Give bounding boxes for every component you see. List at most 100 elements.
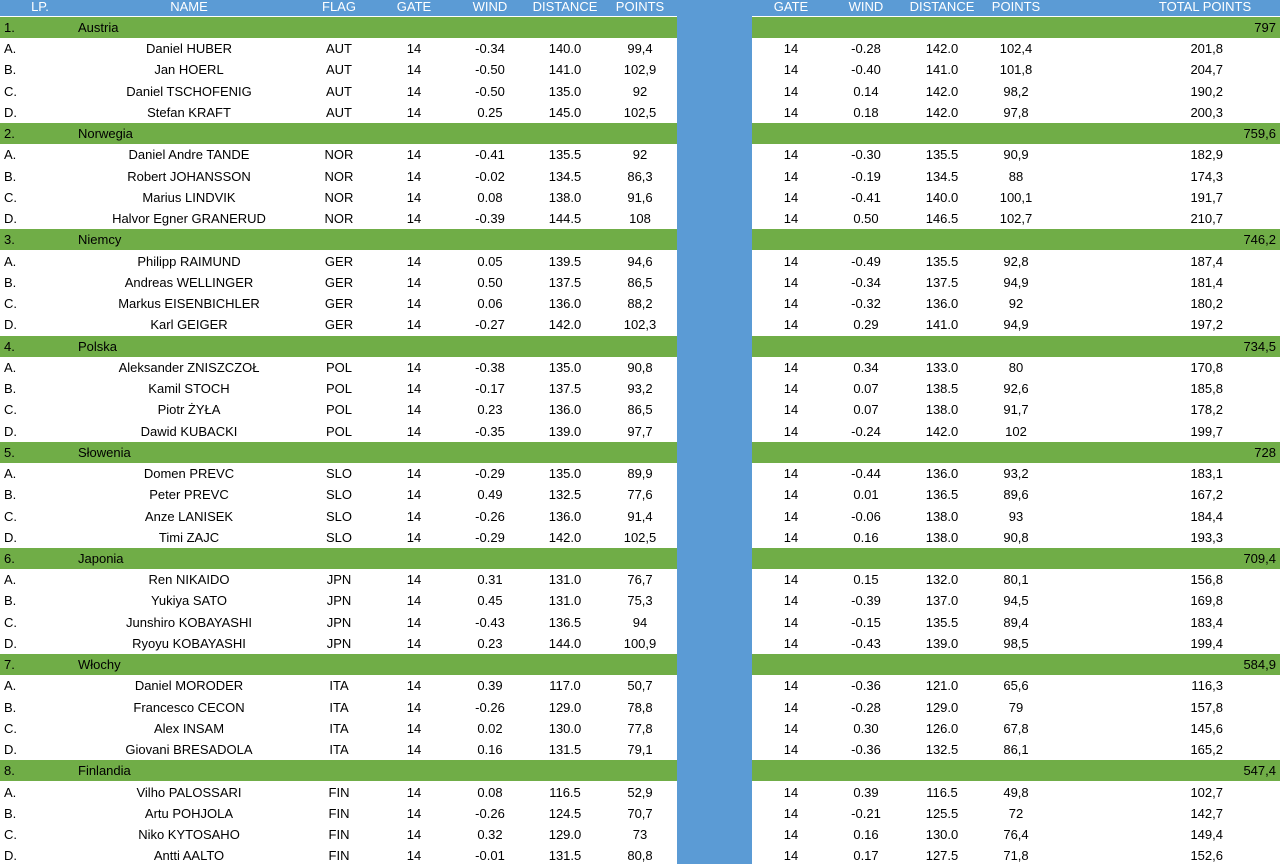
jumper-row[interactable]: C. Piotr ŻYŁA POL 14 0.23 136.0 86,5 14 0.07 138.…: [0, 399, 1280, 420]
team-name: Włochy: [78, 657, 121, 673]
jumper-wind-round2: 0.07: [853, 402, 879, 418]
team-row[interactable]: 4. Polska 734,5: [0, 335, 1280, 357]
jumper-name: Alex INSAM: [153, 720, 225, 736]
jumper-gate-round2: 14: [783, 678, 799, 694]
header-points-round2[interactable]: POINTS: [991, 0, 1041, 14]
jumper-wind-round2: 0.29: [853, 317, 879, 333]
jumper-gate-round2: 14: [783, 189, 799, 205]
jumper-points: 79,1: [627, 742, 653, 758]
jumper-distance: 138.0: [548, 189, 582, 205]
jumper-wind-round2: -0.24: [851, 423, 881, 439]
jumper-row[interactable]: A. Daniel MORODER ITA 14 0.39 117.0 50,7 14 -0.3…: [0, 675, 1280, 696]
team-total: 746,2: [1243, 232, 1276, 248]
team-row[interactable]: 7. Włochy 584,9: [0, 654, 1280, 676]
team-row[interactable]: 8. Finlandia 547,4: [0, 760, 1280, 782]
jumper-name: Daniel MORODER: [134, 678, 244, 694]
jumper-row[interactable]: B. Francesco CECON ITA 14 -0.26 129.0 78,8 14 -0…: [0, 697, 1280, 718]
team-row[interactable]: 2. Norwegia 759,6: [0, 123, 1280, 145]
jumper-row[interactable]: B. Peter PREVC SLO 14 0.49 132.5 77,6 14 0.01 136…: [0, 484, 1280, 505]
jumper-flag: POL: [325, 381, 352, 397]
jumper-row[interactable]: D. Timi ZAJC SLO 14 -0.29 142.0 102,5 14 0.16 138…: [0, 527, 1280, 548]
jumper-distance: 135.5: [548, 147, 582, 163]
jumper-wind: 0.05: [477, 253, 503, 269]
header-name[interactable]: NAME: [170, 0, 208, 14]
jumper-row[interactable]: D. Giovani BRESADOLA ITA 14 0.16 131.5 79,1 14 -…: [0, 739, 1280, 760]
team-row[interactable]: 3. Niemcy 746,2: [0, 229, 1280, 251]
jumper-wind: -0.29: [475, 466, 505, 482]
header-flag[interactable]: FLAG: [322, 0, 356, 14]
team-row[interactable]: 1. Austria 797: [0, 17, 1280, 38]
jumper-row[interactable]: B. Robert JOHANSSON NOR 14 -0.02 134.5 86,3 14 -…: [0, 166, 1280, 187]
jumper-points-round2: 94,5: [1003, 593, 1029, 609]
jumper-row[interactable]: A. Aleksander ZNISZCZOŁ POL 14 -0.38 135.0 90,…: [0, 357, 1280, 378]
jumper-row[interactable]: A. Daniel Andre TANDE NOR 14 -0.41 135.5 92 14 -…: [0, 144, 1280, 165]
header-gate[interactable]: GATE: [396, 0, 432, 14]
jumper-row[interactable]: B. Artu POHJOLA FIN 14 -0.26 124.5 70,7 14 -0.21…: [0, 803, 1280, 824]
jumper-row[interactable]: C. Marius LINDVIK NOR 14 0.08 138.0 91,6 14 -0.4…: [0, 187, 1280, 208]
jumper-row[interactable]: A. Domen PREVC SLO 14 -0.29 135.0 89,9 14 -0.44 1…: [0, 463, 1280, 484]
jumper-name: Robert JOHANSSON: [127, 168, 251, 184]
jumper-gate: 14: [406, 699, 422, 715]
team-row[interactable]: 6. Japonia 709,4: [0, 548, 1280, 569]
jumper-row[interactable]: B. Andreas WELLINGER GER 14 0.50 137.5 86,5 14 -…: [0, 272, 1280, 293]
jumper-gate: 14: [406, 253, 422, 269]
column-header-row: LP. NAME FLAG GATE WIND DISTANCE POINTS …: [0, 0, 1280, 16]
jumper-gate-round2: 14: [783, 635, 799, 651]
jumper-distance: 141.0: [548, 62, 582, 78]
header-gate-round2[interactable]: GATE: [773, 0, 809, 14]
jumper-row[interactable]: A. Vilho PALOSSARI FIN 14 0.08 116.5 52,9 14 0.3…: [0, 782, 1280, 803]
jumper-distance-round2: 142.0: [925, 423, 959, 439]
header-total-points[interactable]: TOTAL POINTS: [1158, 0, 1252, 14]
jumper-name: Kamil STOCH: [148, 381, 230, 397]
jumper-name: Dawid KUBACKI: [140, 423, 238, 439]
jumper-row[interactable]: A. Ren NIKAIDO JPN 14 0.31 131.0 76,7 14 0.15 132…: [0, 569, 1280, 590]
jumper-row[interactable]: A. Philipp RAIMUND GER 14 0.05 139.5 94,6 14 -0.…: [0, 251, 1280, 272]
jumper-row[interactable]: D. Stefan KRAFT AUT 14 0.25 145.0 102,5 14 0.18 1…: [0, 102, 1280, 123]
jumper-wind: 0.39: [477, 678, 503, 694]
jumper-row[interactable]: C. Daniel TSCHOFENIG AUT 14 -0.50 135.0 92 14 0.…: [0, 81, 1280, 102]
jumper-distance-round2: 137.0: [925, 593, 959, 609]
jumper-distance-round2: 136.0: [925, 296, 959, 312]
jumper-row[interactable]: C. Anze LANISEK SLO 14 -0.26 136.0 91,4 14 -0.06…: [0, 506, 1280, 527]
jumper-row[interactable]: B. Kamil STOCH POL 14 -0.17 137.5 93,2 14 0.07 13…: [0, 378, 1280, 399]
jumper-row[interactable]: D. Antti AALTO FIN 14 -0.01 131.5 80,8 14 0.17 12…: [0, 845, 1280, 866]
jumper-lp: D.: [4, 317, 17, 333]
jumper-row[interactable]: C. Niko KYTOSAHO FIN 14 0.32 129.0 73 14 0.16 130…: [0, 824, 1280, 845]
jumper-name: Yukiya SATO: [150, 593, 228, 609]
jumper-points: 94,6: [627, 253, 653, 269]
jumper-lp: A.: [4, 784, 17, 800]
team-total: 759,6: [1243, 126, 1276, 142]
jumper-lp: B.: [4, 487, 17, 503]
header-distance[interactable]: DISTANCE: [532, 0, 598, 14]
jumper-flag: POL: [325, 423, 352, 439]
header-distance-round2[interactable]: DISTANCE: [909, 0, 975, 14]
jumper-row[interactable]: C. Alex INSAM ITA 14 0.02 130.0 77,8 14 0.30 126.…: [0, 718, 1280, 739]
jumper-name: Junshiro KOBAYASHI: [126, 614, 252, 630]
jumper-wind-round2: 0.15: [853, 572, 879, 588]
header-wind-round2[interactable]: WIND: [848, 0, 884, 14]
jumper-gate-round2: 14: [783, 147, 799, 163]
jumper-gate: 14: [406, 678, 422, 694]
jumper-row[interactable]: A. Daniel HUBER AUT 14 -0.34 140.0 99,4 14 -0.28…: [0, 38, 1280, 59]
jumper-wind: -0.50: [475, 83, 505, 99]
jumper-total: 199,7: [1190, 423, 1223, 439]
header-wind[interactable]: WIND: [472, 0, 508, 14]
jumper-flag: AUT: [326, 83, 352, 99]
jumper-wind-round2: 0.34: [853, 359, 879, 375]
jumper-row[interactable]: B. Jan HOERL AUT 14 -0.50 141.0 102,9 14 -0.40 14…: [0, 59, 1280, 80]
jumper-flag: ITA: [329, 678, 349, 694]
jumper-row[interactable]: D. Karl GEIGER GER 14 -0.27 142.0 102,3 14 0.29 1…: [0, 314, 1280, 335]
jumper-distance: 142.0: [548, 529, 582, 545]
jumper-row[interactable]: D. Halvor Egner GRANERUD NOR 14 -0.39 144.5 10…: [0, 208, 1280, 229]
team-row[interactable]: 5. Słowenia 728: [0, 441, 1280, 463]
jumper-flag: POL: [325, 402, 352, 418]
header-lp[interactable]: LP.: [31, 0, 49, 14]
jumper-row[interactable]: C. Junshiro KOBAYASHI JPN 14 -0.43 136.5 94 14 -…: [0, 612, 1280, 633]
jumper-gate: 14: [406, 720, 422, 736]
jumper-row[interactable]: C. Markus EISENBICHLER GER 14 0.06 136.0 88,2 1…: [0, 293, 1280, 314]
jumper-row[interactable]: D. Dawid KUBACKI POL 14 -0.35 139.0 97,7 14 -0.2…: [0, 421, 1280, 442]
header-points[interactable]: POINTS: [615, 0, 665, 14]
jumper-gate-round2: 14: [783, 83, 799, 99]
jumper-row[interactable]: D. Ryoyu KOBAYASHI JPN 14 0.23 144.0 100,9 14 -0…: [0, 633, 1280, 654]
jumper-row[interactable]: B. Yukiya SATO JPN 14 0.45 131.0 75,3 14 -0.39 13…: [0, 590, 1280, 611]
